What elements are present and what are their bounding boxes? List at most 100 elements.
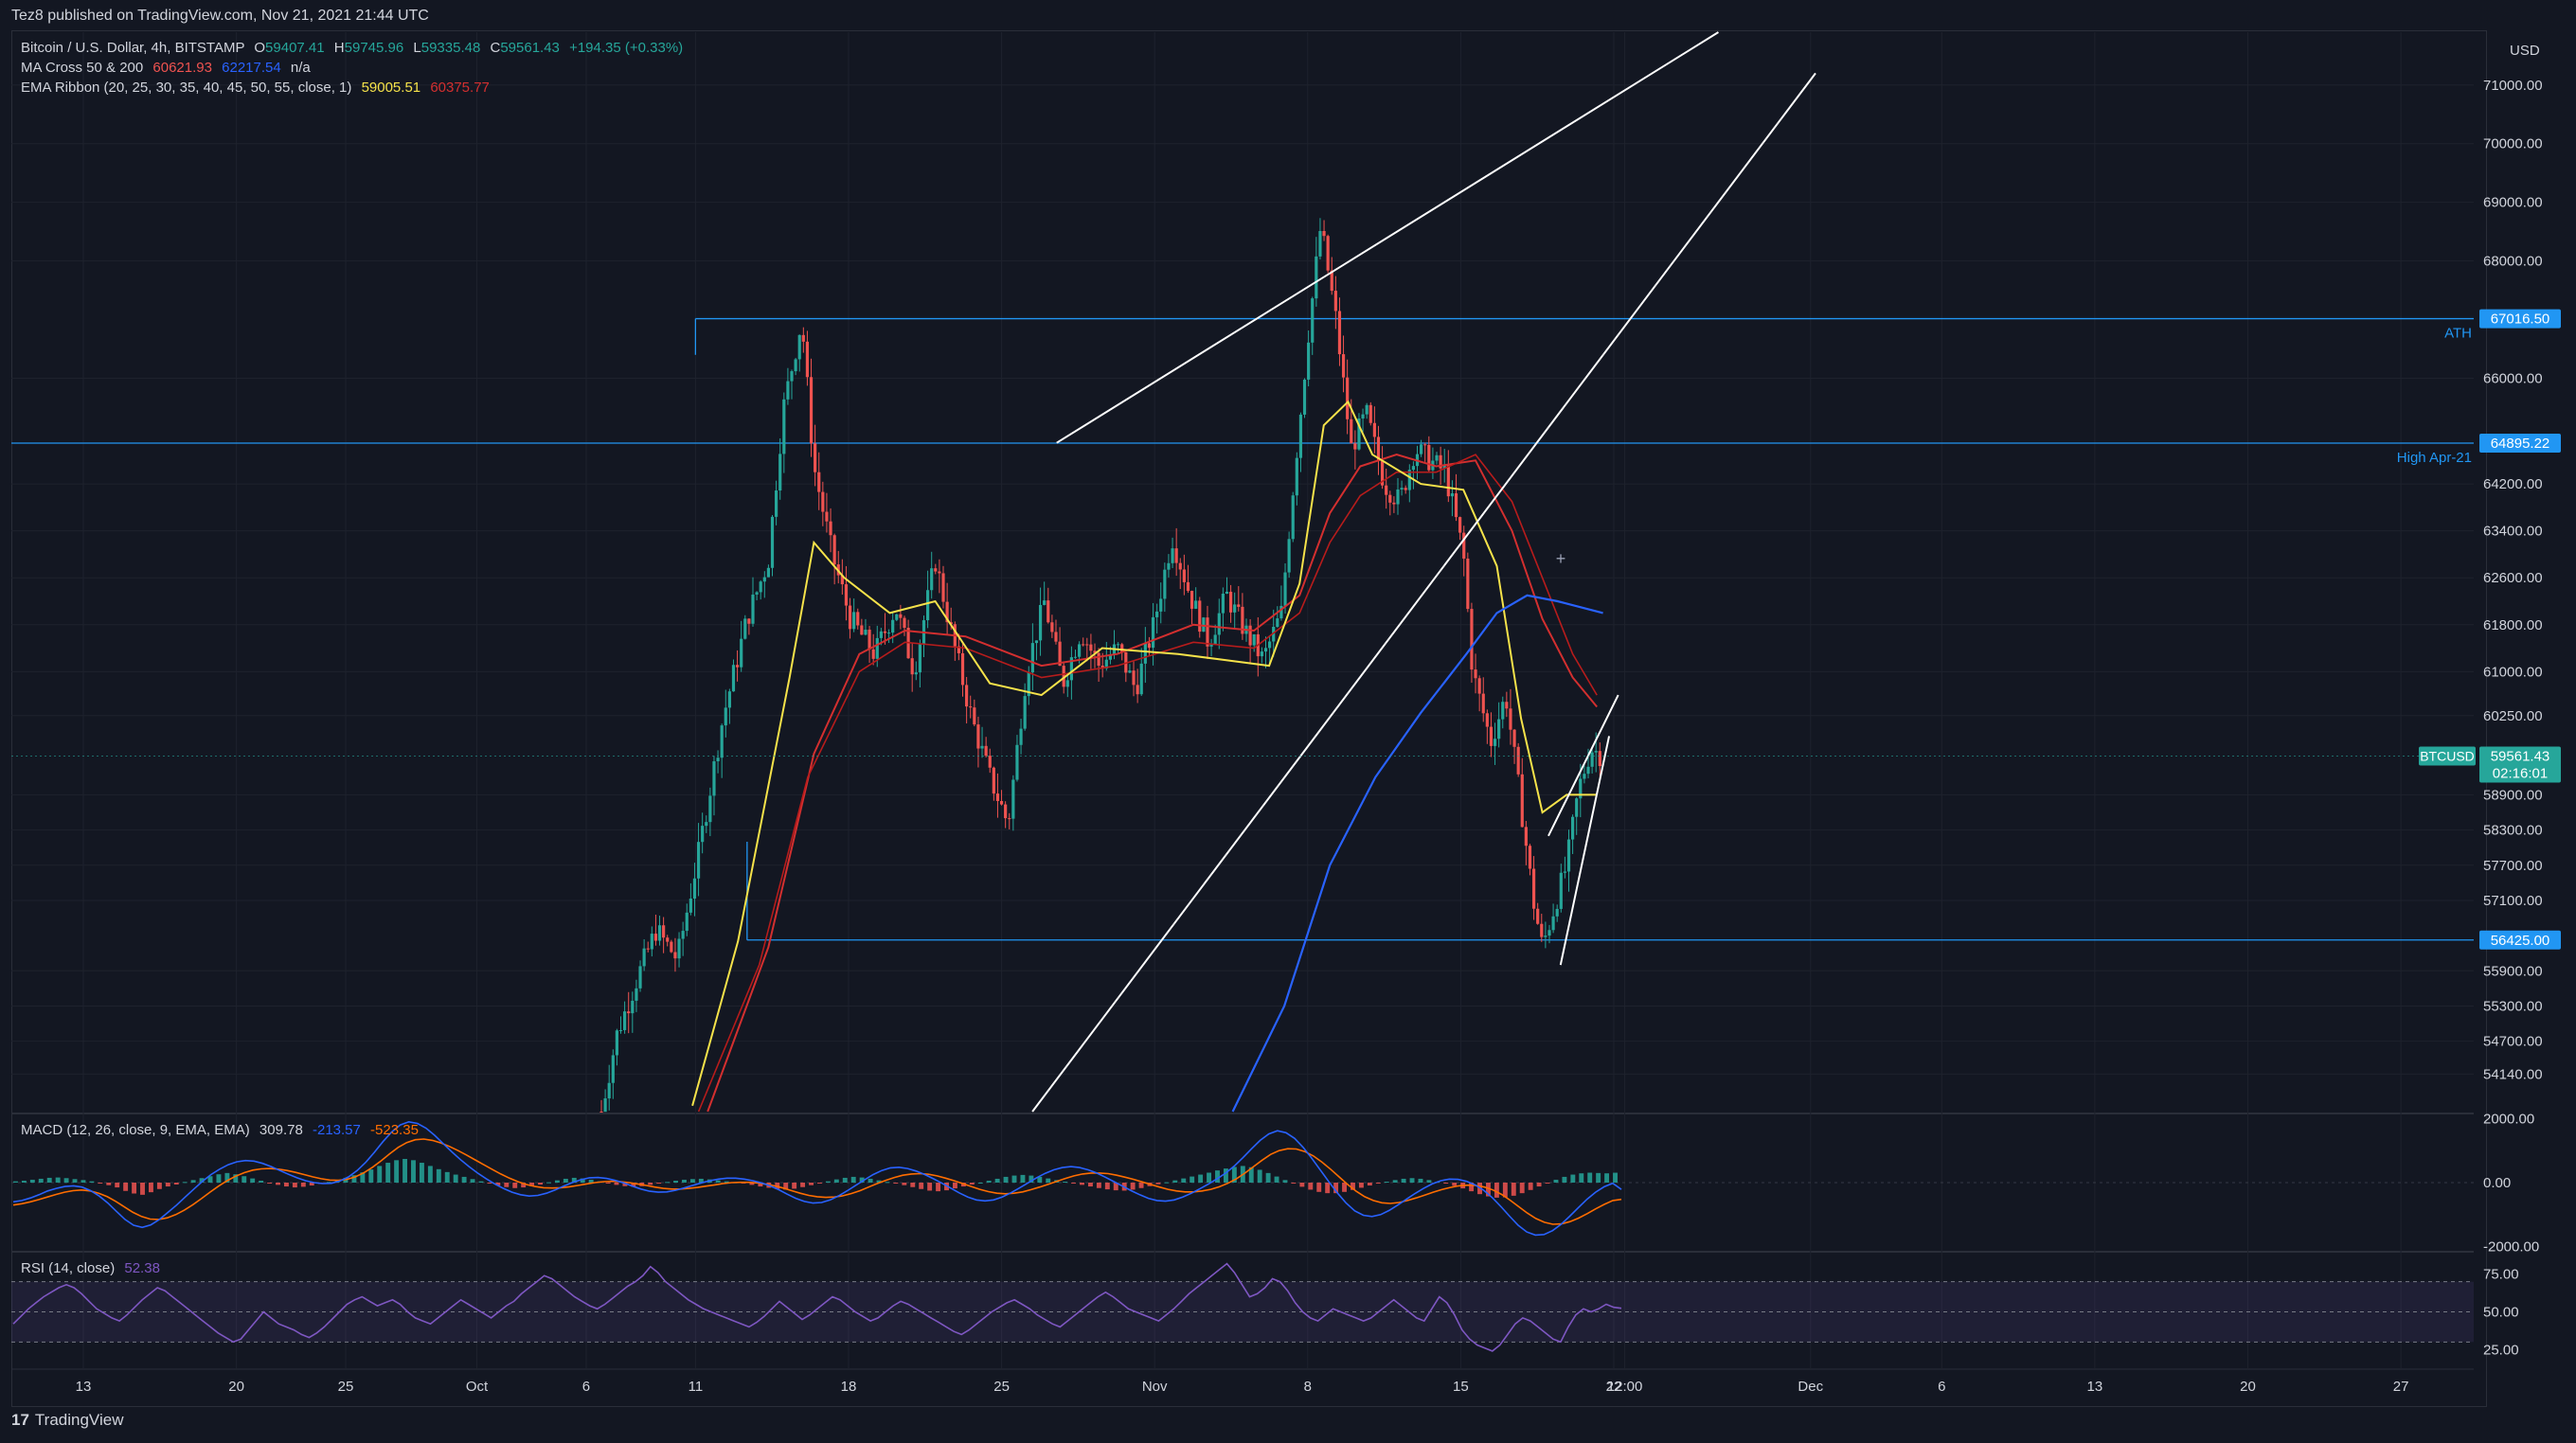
- candle-body: [735, 665, 740, 668]
- y-tick-label: 60250.00: [2483, 708, 2543, 724]
- macd-histogram-bar: [504, 1183, 510, 1187]
- trendline: [1056, 31, 1719, 444]
- candle-body: [1104, 659, 1108, 669]
- trendline: [1559, 736, 1611, 966]
- macd-histogram-bar: [190, 1180, 196, 1183]
- currency-label: USD: [2510, 43, 2540, 59]
- x-tick-label: Nov: [1142, 1379, 1168, 1395]
- candle-body: [1038, 604, 1043, 641]
- candle-body: [821, 491, 825, 512]
- candle-body: [705, 822, 708, 827]
- macd-histogram-bar: [55, 1177, 61, 1183]
- x-tick-label: 6: [582, 1379, 590, 1395]
- candle-body: [755, 592, 759, 595]
- macd-histogram-bar: [1570, 1174, 1576, 1183]
- last-price-symbol: BTCUSD: [2420, 748, 2475, 763]
- macd-histogram-bar: [470, 1179, 475, 1183]
- macd-histogram-bar: [1494, 1183, 1499, 1198]
- candle-body: [973, 707, 976, 725]
- candle-body: [829, 521, 832, 536]
- candle-body: [1186, 581, 1190, 592]
- candle-body: [1450, 493, 1455, 497]
- candle-body: [814, 443, 817, 472]
- candle-body: [1462, 532, 1466, 559]
- candle-body: [1291, 495, 1295, 540]
- candle-body: [1427, 444, 1431, 471]
- x-tick-label: Dec: [1798, 1379, 1823, 1395]
- macd-histogram-bar: [1587, 1172, 1593, 1183]
- y-tick-label: 63400.00: [2483, 524, 2543, 540]
- candle-body: [1163, 569, 1167, 599]
- candle-body: [1263, 648, 1268, 652]
- candle-body: [860, 625, 864, 635]
- candle-body: [1089, 644, 1093, 651]
- y-tick-label: 57700.00: [2483, 858, 2543, 874]
- candle-body: [891, 619, 895, 633]
- macd-histogram-bar: [326, 1182, 331, 1184]
- candle-body: [1043, 600, 1046, 605]
- macd-histogram-bar: [512, 1183, 518, 1188]
- candle-body: [914, 672, 918, 675]
- macd-histogram-bar: [1528, 1183, 1533, 1190]
- publish-bar: Tez8 published on TradingView.com, Nov 2…: [0, 0, 2576, 36]
- candle-body: [1307, 342, 1311, 380]
- crosshair-marker-icon: +: [1556, 549, 1566, 568]
- macd-histogram-bar: [29, 1179, 35, 1183]
- macd-histogram-bar: [1375, 1183, 1381, 1185]
- candle-body: [642, 948, 646, 967]
- candle-body: [984, 745, 988, 757]
- candle-body: [794, 359, 797, 372]
- macd-histogram-bar: [1155, 1183, 1161, 1185]
- legend-symbol: Bitcoin / U.S. Dollar, 4h, BITSTAMP: [21, 40, 245, 56]
- macd-histogram-bar: [1215, 1170, 1220, 1183]
- candle-body: [1396, 489, 1400, 505]
- candle-body: [1376, 436, 1381, 462]
- macd-histogram-bar: [977, 1183, 983, 1184]
- x-tick-label: 22: [1606, 1379, 1622, 1395]
- candle-body: [1213, 634, 1217, 645]
- macd-histogram-bar: [1545, 1183, 1550, 1184]
- candle-body: [740, 638, 743, 668]
- macd-histogram-bar: [554, 1180, 560, 1183]
- macd-histogram-bar: [1401, 1178, 1406, 1183]
- legend-macd-signal: -523.35: [370, 1122, 419, 1138]
- footer-brand[interactable]: 17 TradingView: [11, 1411, 123, 1430]
- candle-body: [1485, 713, 1489, 727]
- candle-body: [1392, 502, 1396, 505]
- candle-body: [1435, 454, 1439, 461]
- macd-histogram-bar: [546, 1182, 551, 1184]
- macd-histogram-bar: [842, 1177, 848, 1183]
- macd-histogram-bar: [1443, 1183, 1449, 1185]
- macd-histogram-bar: [461, 1176, 467, 1183]
- candle-body: [1023, 696, 1027, 729]
- candle-body: [1252, 633, 1256, 646]
- candle-body: [1241, 606, 1244, 634]
- legend-ma-row: MA Cross 50 & 200 60621.93 62217.54 n/a: [21, 60, 311, 76]
- macd-histogram-bar: [351, 1175, 357, 1183]
- candle-body: [731, 665, 736, 692]
- candle-body: [635, 988, 638, 1001]
- candle-body: [1217, 613, 1221, 635]
- macd-histogram-bar: [1316, 1183, 1322, 1192]
- candle-body: [701, 826, 705, 843]
- macd-histogram-bar: [1579, 1173, 1584, 1183]
- candle-body: [1143, 643, 1147, 664]
- macd-histogram-bar: [1367, 1183, 1372, 1186]
- candle-body: [1326, 236, 1330, 271]
- macd-histogram-bar: [825, 1181, 831, 1183]
- macd-histogram-bar: [411, 1160, 416, 1183]
- candle-body: [1520, 774, 1524, 828]
- x-tick-label: 12:00: [1607, 1379, 1643, 1395]
- candle-body: [611, 1055, 615, 1083]
- macd-histogram-bar: [132, 1183, 137, 1194]
- candle-body: [1272, 627, 1276, 642]
- ema-fast-line: [691, 400, 1598, 1107]
- candle-body: [1228, 591, 1233, 613]
- candle-body: [1198, 600, 1202, 632]
- candle-body: [1420, 444, 1423, 454]
- x-tick-label: 13: [2087, 1379, 2103, 1395]
- candle-body: [1439, 454, 1442, 469]
- candle-body: [883, 631, 887, 633]
- candle-body: [1027, 672, 1030, 697]
